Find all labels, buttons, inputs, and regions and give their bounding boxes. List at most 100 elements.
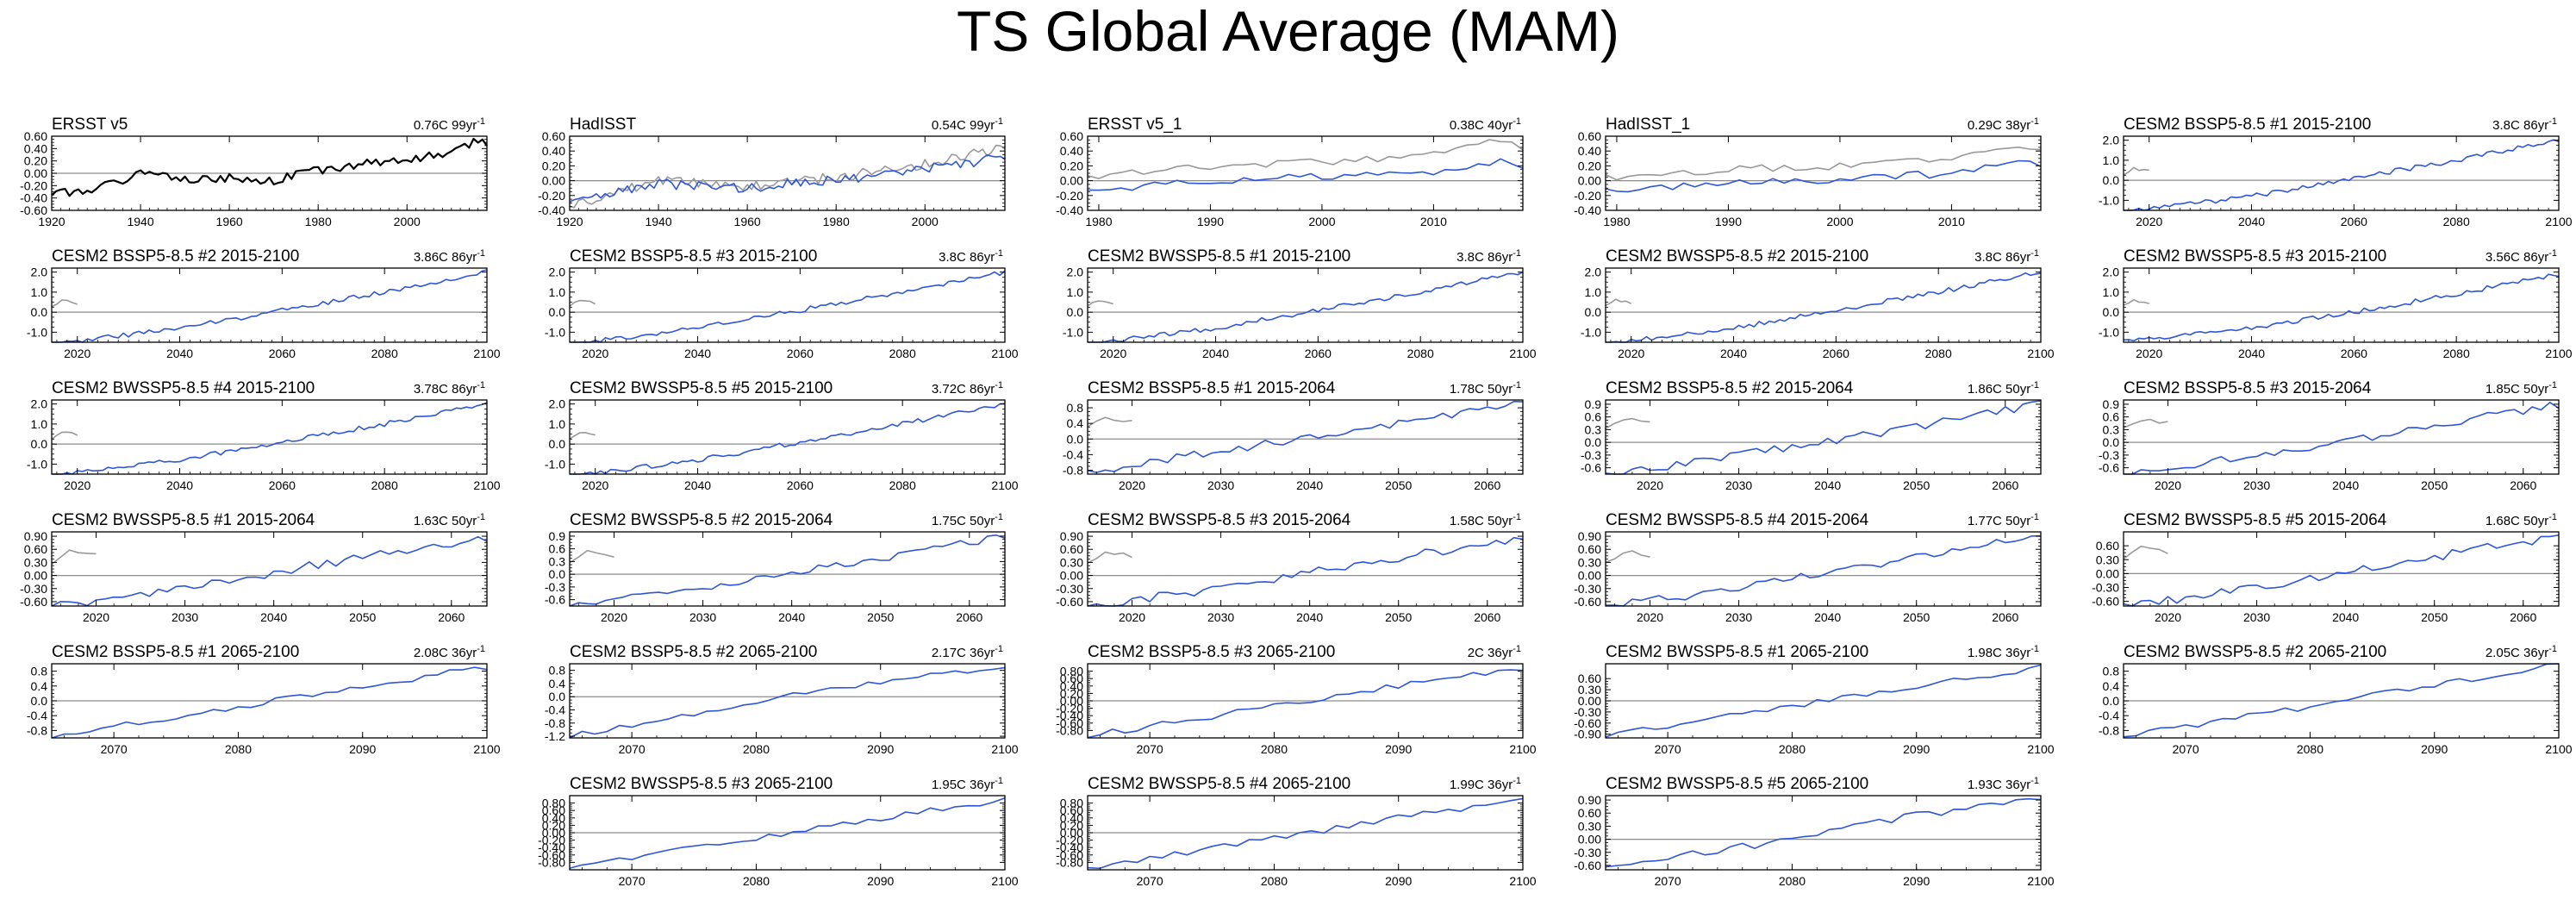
panel-trend: 2.17C 36yr-1 xyxy=(932,644,1003,660)
x-tick-label: 1920 xyxy=(556,215,583,228)
x-tick-label: 2080 xyxy=(1261,874,1288,888)
panel: CESM2 BWSSP5-8.5 #4 2015-2064 1.77C 50yr-… xyxy=(1574,511,2042,624)
y-tick-label: -0.3 xyxy=(1581,448,1601,462)
plot-frame xyxy=(2123,399,2560,475)
panel-title: CESM2 BSSP5-8.5 #1 2065-2100 xyxy=(52,643,299,661)
x-tick-label: 2060 xyxy=(787,478,814,492)
panel: CESM2 BWSSP5-8.5 #2 2015-2064 1.75C 50yr-… xyxy=(545,511,1006,624)
series-line xyxy=(569,144,1006,209)
y-tick-label: 2.0 xyxy=(31,397,48,411)
x-tick-label: 2010 xyxy=(1938,215,1965,228)
x-tick-label: 2080 xyxy=(889,347,916,360)
y-tick-label: -0.30 xyxy=(1574,846,1601,859)
x-tick-label: 2040 xyxy=(166,478,193,492)
panel: CESM2 BWSSP5-8.5 #1 2015-2100 3.8C 86yr-1… xyxy=(1063,247,1537,360)
y-tick-label: 0.0 xyxy=(549,437,566,451)
trend-exponent: -1 xyxy=(1513,644,1521,654)
x-tick-label: 2080 xyxy=(2443,215,2470,228)
x-tick-label: 2090 xyxy=(1385,874,1412,888)
y-tick-label: 0.0 xyxy=(2103,435,2120,449)
y-tick-label: 0.0 xyxy=(31,305,48,319)
panel-trend: 3.8C 86yr-1 xyxy=(2492,116,2557,133)
series-line xyxy=(2124,401,2560,475)
x-tick-label: 2050 xyxy=(1385,610,1412,624)
x-tick-label: 2020 xyxy=(1100,347,1126,360)
panel-title: CESM2 BSSP5-8.5 #3 2015-2100 xyxy=(570,247,817,266)
y-tick-label: 1.0 xyxy=(1067,285,1084,299)
series-line xyxy=(569,534,1006,607)
panel: CESM2 BWSSP5-8.5 #1 2065-2100 1.98C 36yr-… xyxy=(1574,643,2055,756)
plot-frame xyxy=(51,267,488,343)
panel-trend: 1.58C 50yr-1 xyxy=(1450,512,1521,528)
series-line xyxy=(51,431,78,441)
panel-title: CESM2 BSSP5-8.5 #2 2015-2100 xyxy=(52,247,299,266)
series-line xyxy=(1605,400,2042,475)
y-tick-label: -0.40 xyxy=(1056,840,1083,854)
panel-title: CESM2 BSSP5-8.5 #2 2015-2064 xyxy=(1606,379,1854,397)
trend-exponent: -1 xyxy=(1513,512,1521,522)
x-tick-label: 2040 xyxy=(2238,215,2265,228)
x-tick-label: 2090 xyxy=(1385,742,1412,756)
trend-exponent: -1 xyxy=(2548,644,2557,654)
series-line xyxy=(1087,400,1524,473)
x-tick-label: 2020 xyxy=(2136,347,2162,360)
y-tick-label: 0.80 xyxy=(1060,665,1083,678)
x-tick-label: 2040 xyxy=(1814,478,1841,492)
panel: CESM2 BWSSP5-8.5 #3 2065-2100 1.95C 36yr-… xyxy=(538,775,1019,888)
y-tick-label: 0.6 xyxy=(1585,410,1602,424)
plot-frame xyxy=(1087,531,1524,607)
x-tick-label: 2090 xyxy=(867,874,894,888)
x-tick-label: 2020 xyxy=(601,610,627,624)
y-tick-label: 0.90 xyxy=(1578,529,1601,543)
y-tick-label: 0.00 xyxy=(1578,833,1601,847)
y-tick-label: 0.30 xyxy=(2096,553,2119,566)
y-tick-label: -0.20 xyxy=(1056,189,1083,203)
y-tick-label: 0.30 xyxy=(24,555,47,569)
plot-frame xyxy=(2123,531,2560,607)
y-tick-label: 0.0 xyxy=(549,567,566,581)
plot-frame xyxy=(1605,531,2042,607)
x-tick-label: 2040 xyxy=(684,478,711,492)
y-tick-label: 0.0 xyxy=(2103,694,2120,708)
panel-title: CESM2 BWSSP5-8.5 #4 2015-2064 xyxy=(1606,511,1869,529)
x-tick-label: 2060 xyxy=(1992,478,2018,492)
y-tick-label: -0.30 xyxy=(1574,705,1601,719)
series-line xyxy=(51,299,78,308)
series-line xyxy=(1605,147,2042,181)
plot-frame xyxy=(569,135,1006,211)
x-tick-label: 2020 xyxy=(64,478,90,492)
x-tick-label: 1980 xyxy=(1085,215,1112,228)
x-tick-label: 2090 xyxy=(349,742,376,756)
x-tick-label: 2100 xyxy=(991,874,1018,888)
x-tick-label: 2100 xyxy=(2545,215,2572,228)
y-tick-label: -0.4 xyxy=(545,703,565,717)
x-tick-label: 2060 xyxy=(2510,478,2536,492)
series-line xyxy=(1087,300,1113,307)
y-tick-label: 0.90 xyxy=(1060,529,1083,543)
x-tick-label: 2060 xyxy=(438,610,465,624)
panel-trend: 1.78C 50yr-1 xyxy=(1450,380,1521,397)
y-tick-label: -0.20 xyxy=(538,834,565,847)
panel-trend: 3.56C 86yr-1 xyxy=(2486,248,2557,265)
x-tick-label: 2020 xyxy=(1637,610,1663,624)
x-tick-label: 2100 xyxy=(1509,874,1536,888)
trend-exponent: -1 xyxy=(2548,512,2557,522)
panel: HadISST_1 0.29C 38yr-1 1980 1990 2000 2010 -0.… xyxy=(1574,116,2042,228)
series-line xyxy=(1087,139,1524,179)
panel-title: CESM2 BWSSP5-8.5 #2 2015-2100 xyxy=(1606,247,1868,266)
y-tick-label: -1.0 xyxy=(1581,325,1601,339)
y-tick-label: 0.20 xyxy=(542,159,565,172)
series-line xyxy=(569,299,596,307)
panel: CESM2 BWSSP5-8.5 #5 2065-2100 1.93C 36yr-… xyxy=(1574,775,2055,888)
x-tick-label: 2090 xyxy=(867,742,894,756)
x-tick-label: 2060 xyxy=(1474,478,1500,492)
y-tick-label: -0.90 xyxy=(1574,728,1601,741)
y-tick-label: 0.60 xyxy=(1578,806,1601,820)
panel: ERSST v5_1 0.38C 40yr-1 1980 1990 2000 2010 -0… xyxy=(1056,116,1524,228)
y-tick-label: 0.60 xyxy=(1060,672,1083,685)
panel: CESM2 BSSP5-8.5 #2 2065-2100 2.17C 36yr-1… xyxy=(545,643,1019,756)
y-tick-label: -0.6 xyxy=(2099,461,2119,475)
x-tick-label: 2020 xyxy=(582,478,608,492)
y-tick-label: 0.0 xyxy=(31,437,48,451)
x-tick-label: 2060 xyxy=(956,610,982,624)
